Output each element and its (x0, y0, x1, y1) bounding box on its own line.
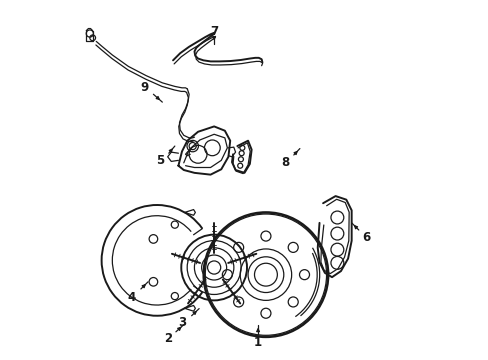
Text: 1: 1 (253, 336, 262, 349)
Text: 5: 5 (156, 154, 164, 167)
Text: 8: 8 (281, 156, 289, 168)
Text: 2: 2 (163, 333, 171, 346)
Text: 3: 3 (178, 316, 185, 329)
Text: 6: 6 (361, 231, 369, 244)
Text: 4: 4 (127, 291, 136, 305)
Text: 9: 9 (140, 81, 148, 94)
Text: 7: 7 (210, 25, 218, 38)
